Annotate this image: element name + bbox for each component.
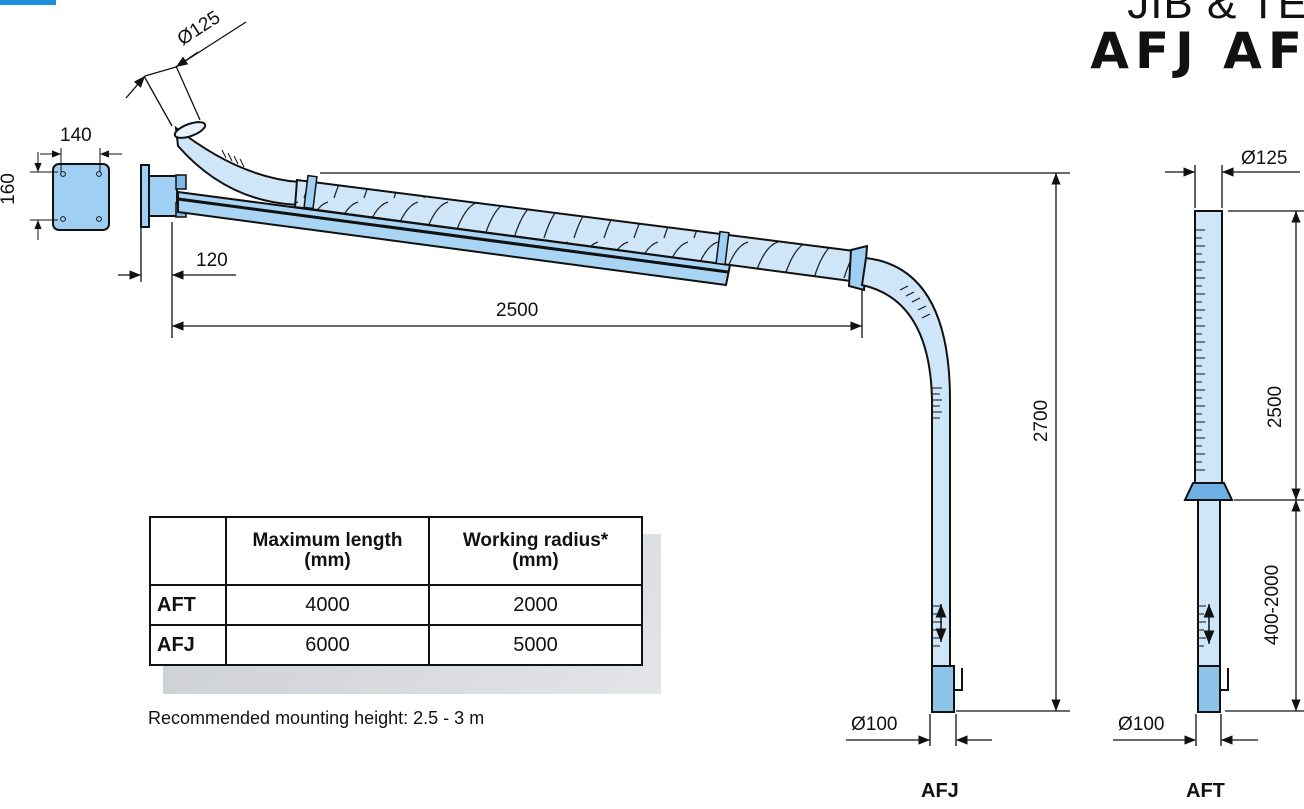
table-cell-max-length: 4000 xyxy=(225,584,430,626)
table-row-model: AFJ xyxy=(149,624,227,666)
heading-line2: AFJ AF xyxy=(1090,22,1304,80)
aft-hose xyxy=(1183,210,1234,713)
table-header-working-radius: Working radius* (mm) xyxy=(428,516,643,586)
accent-bar xyxy=(0,0,56,5)
plate-height-label: 160 xyxy=(0,173,19,205)
caption-aft: AFT xyxy=(1186,780,1225,802)
mounting-height-note: Recommended mounting height: 2.5 - 3 m xyxy=(148,708,485,728)
table-row: AFJ 6000 5000 xyxy=(149,624,643,666)
afj-drop-hose xyxy=(860,256,963,713)
plate-width-label: 140 xyxy=(60,125,92,146)
table-cell-working-radius: 2000 xyxy=(428,584,643,626)
aft-upper-length-label: 2500 xyxy=(1265,385,1287,429)
aft-bottom-diameter-label: Ø100 xyxy=(1118,714,1165,735)
bracket-depth-label: 120 xyxy=(196,250,228,271)
afj-bottom-diameter-label: Ø100 xyxy=(851,714,898,735)
page-heading: JIB & TE AFJ AF xyxy=(1090,0,1304,76)
table-row: AFT 4000 2000 xyxy=(149,584,643,626)
heading-line1: JIB & TE xyxy=(1127,0,1304,28)
table-header-max-length: Maximum length (mm) xyxy=(225,516,430,586)
table-cell-working-radius: 5000 xyxy=(428,624,643,666)
aft-lower-length-label: 400-2000 xyxy=(1262,564,1284,646)
caption-afj: AFJ xyxy=(921,780,959,802)
table-cell-max-length: 6000 xyxy=(225,624,430,666)
afj-height-label: 2700 xyxy=(1031,399,1053,443)
aft-top-diameter-label: Ø125 xyxy=(1241,148,1288,169)
wall-plate xyxy=(30,148,122,240)
arm-length-label: 2500 xyxy=(496,300,539,321)
spec-table: Maximum length (mm) Working radius* (mm)… xyxy=(149,516,643,666)
spec-table-container: Maximum length (mm) Working radius* (mm)… xyxy=(149,516,661,694)
table-header-empty xyxy=(149,516,227,586)
table-row-model: AFT xyxy=(149,584,227,626)
table-header-row: Maximum length (mm) Working radius* (mm) xyxy=(149,516,643,586)
dimension-lines xyxy=(118,21,1304,746)
